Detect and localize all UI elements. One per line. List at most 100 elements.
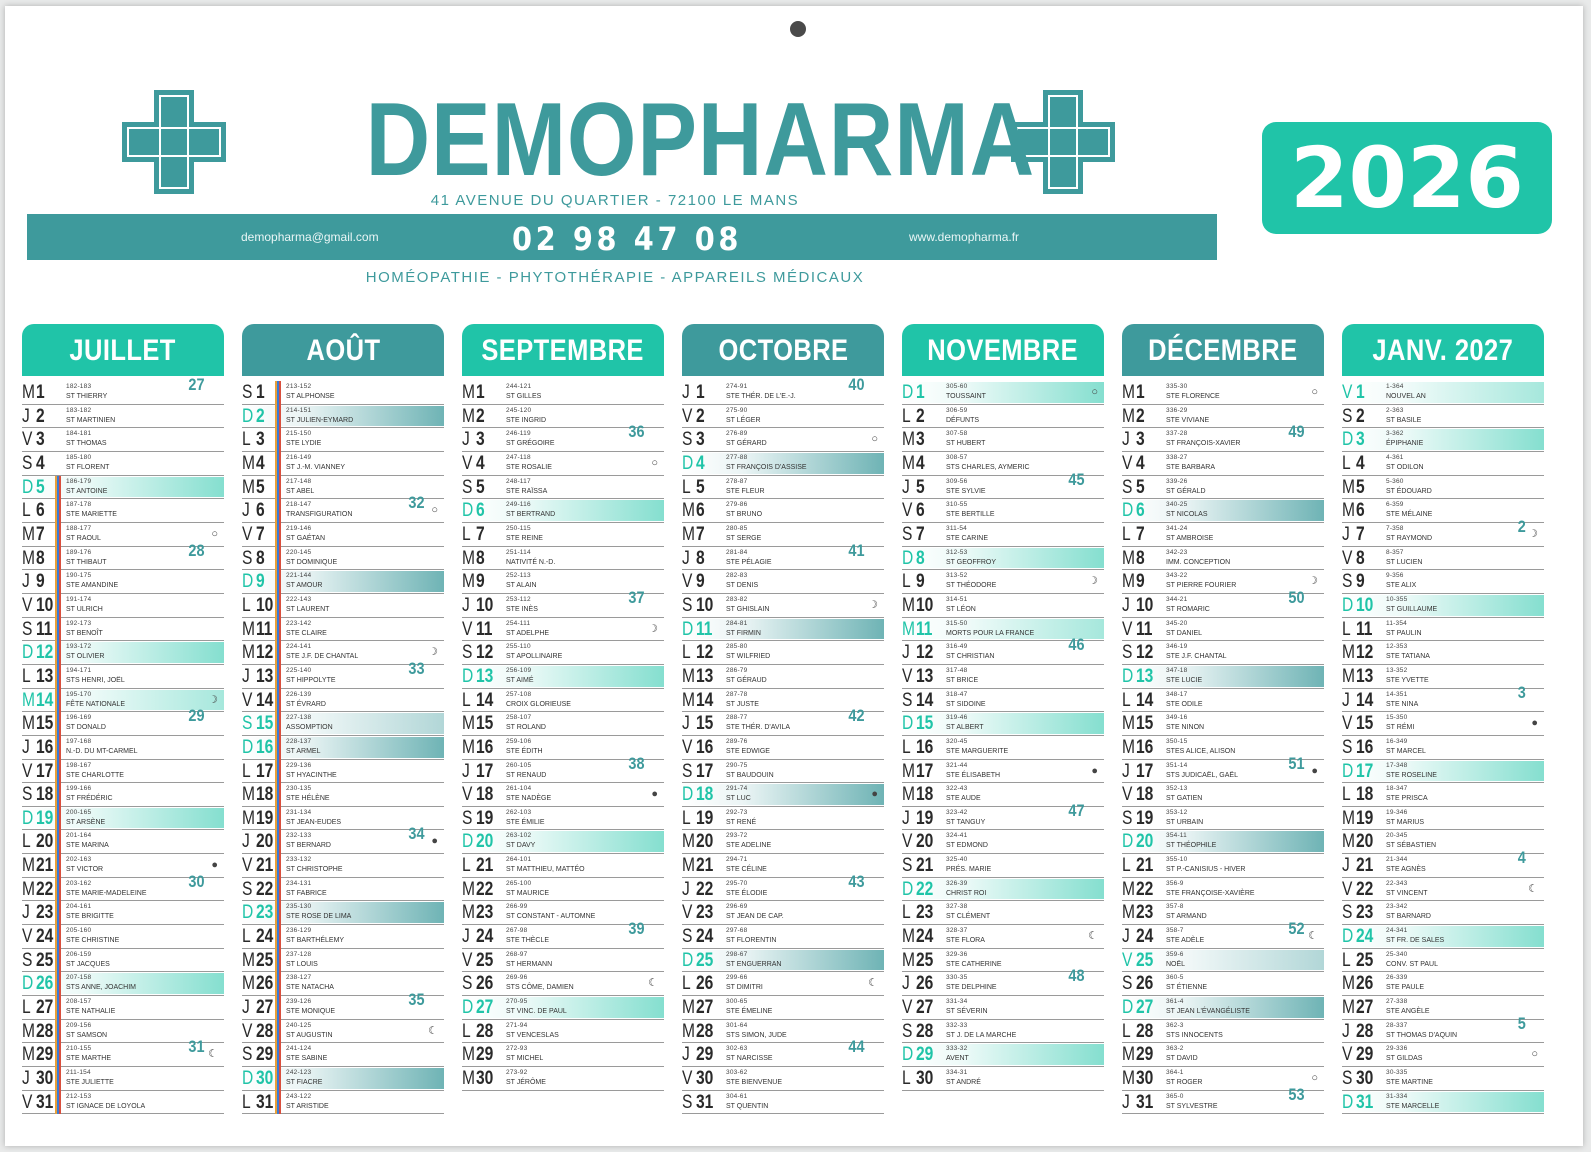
- day-row: L 14 348-17 STE ODILE: [1122, 689, 1324, 713]
- day-letter: D: [682, 618, 694, 640]
- day-number: 19: [476, 807, 494, 829]
- day-letter: M: [22, 382, 35, 403]
- day-letter: V: [1342, 382, 1353, 403]
- day-letter: V: [682, 902, 693, 924]
- saint-name: ST J. DE LA MARCHE: [946, 1031, 1017, 1039]
- day-row: M 19 19-346 ST MARIUS: [1342, 807, 1544, 831]
- day-letter: L: [22, 831, 31, 853]
- day-letter: D: [1342, 926, 1354, 948]
- day-count: 334-31: [946, 1069, 968, 1077]
- day-count: 233-132: [286, 856, 312, 864]
- day-count: 338-27: [1166, 453, 1188, 461]
- saint-name: ST LUCIEN: [1386, 558, 1423, 566]
- hanging-hole: [790, 21, 806, 37]
- day-count: 284-81: [726, 619, 748, 627]
- saint-name: ST ARMAND: [1166, 913, 1207, 921]
- week-number: 44: [848, 1037, 865, 1057]
- day-letter: M: [902, 760, 915, 782]
- day-number: 7: [256, 523, 265, 545]
- day-letter: V: [902, 831, 913, 853]
- day-count: 246-119: [506, 430, 531, 438]
- saint-name: ST GILLES: [506, 393, 542, 400]
- saint-name: STE AUDE: [946, 795, 981, 803]
- day-count: 230-135: [286, 785, 312, 793]
- day-number: 20: [36, 831, 54, 853]
- day-letter: M: [1342, 973, 1355, 995]
- day-letter: M: [242, 642, 255, 664]
- day-letter: L: [1342, 949, 1351, 971]
- day-letter: M: [242, 807, 255, 829]
- day-letter: M: [902, 594, 915, 616]
- moon-phase-icon: ☽: [1308, 575, 1318, 588]
- day-letter: V: [462, 949, 473, 971]
- day-number: 18: [476, 784, 494, 806]
- week-number: 42: [848, 706, 865, 726]
- saint-name: ST IGNACE DE LOYOLA: [66, 1102, 146, 1110]
- day-count: 249-116: [506, 501, 531, 509]
- day-count: 345-20: [1166, 619, 1188, 627]
- saint-name: STE ÉMILIE: [506, 818, 545, 826]
- day-row: J 6 218-147 TRANSFIGURATION 32 ○: [242, 493, 444, 523]
- day-count: 264-101: [506, 856, 532, 864]
- month-column: DÉCEMBRE M 1 335-30 STE FLORENCE ○ M 2 336-29 STE…: [1122, 324, 1324, 1115]
- day-letter: S: [1342, 902, 1353, 924]
- saint-name: STE NATHALIE: [66, 1008, 116, 1016]
- day-row: D 12 193-172 ST OLIVIER: [22, 641, 224, 665]
- day-letter: J: [1122, 429, 1130, 451]
- saint-name: STE ALIX: [1386, 582, 1417, 590]
- saint-name: AVENT: [946, 1055, 969, 1063]
- calendar-sheet: DEMOPHARMA 41 AVENUE DU QUARTIER - 72100…: [5, 6, 1583, 1146]
- day-letter: V: [462, 784, 473, 806]
- day-letter: M: [242, 973, 255, 995]
- day-letter: M: [1122, 878, 1135, 900]
- day-count: 361-4: [1166, 998, 1184, 1006]
- day-number: 27: [36, 997, 54, 1019]
- day-letter: J: [462, 926, 470, 948]
- saint-name: ST FRÉDÉRIC: [66, 795, 113, 803]
- day-number: 5: [476, 476, 485, 498]
- day-letter: L: [682, 807, 691, 829]
- day-letter: D: [902, 878, 914, 900]
- day-count: 353-12: [1166, 808, 1188, 816]
- weekend-highlight: [242, 902, 444, 924]
- day-letter: M: [682, 1020, 695, 1042]
- saint-name: ST HUBERT: [946, 440, 986, 448]
- day-row: J 3 337-28 ST FRANÇOIS-XAVIER 49: [1122, 422, 1324, 452]
- address: 41 AVENUE DU QUARTIER - 72100 LE MANS: [430, 192, 800, 209]
- day-number: 12: [916, 642, 934, 664]
- day-list: V 1 1-364 NOUVEL AN S 2 2-363 ST BASILE D 3 3-362 É…: [1342, 381, 1544, 1115]
- day-number: 10: [476, 594, 494, 616]
- day-count: 9-356: [1386, 572, 1404, 580]
- day-count: 201-164: [66, 832, 92, 840]
- weekend-highlight: [1342, 594, 1544, 616]
- day-number: 4: [1356, 452, 1365, 474]
- day-count: 329-36: [946, 950, 968, 958]
- day-row: M 8 189-176 ST THIBAUT 28: [22, 541, 224, 571]
- day-row: D 27 361-4 ST JEAN L'ÉVANGÉLISTE: [1122, 996, 1324, 1020]
- saint-name: ST JUSTE: [726, 700, 759, 708]
- saint-name: ST CLÉMENT: [946, 913, 991, 921]
- day-row: M 1 182-183 ST THIERRY 27: [22, 375, 224, 405]
- saint-name: ST HIPPOLYTE: [286, 676, 336, 684]
- day-number: 6: [696, 500, 705, 522]
- day-count: 205-160: [66, 927, 92, 935]
- day-count: 256-109: [506, 666, 532, 674]
- day-row: M 30 364-1 ST ROGER ○: [1122, 1067, 1324, 1091]
- month-header: NOVEMBRE: [902, 324, 1104, 376]
- day-row: M 29 272-93 ST MICHEL: [462, 1043, 664, 1068]
- day-count: 23-342: [1386, 903, 1408, 911]
- day-letter: J: [22, 571, 30, 593]
- saint-name: ST JEAN L'ÉVANGÉLISTE: [1166, 1008, 1250, 1016]
- day-row: S 26 269-96 STS CÔME, DAMIEN ☾: [462, 972, 664, 997]
- saint-name: ST BASILE: [1386, 416, 1422, 424]
- day-count: 199-166: [66, 785, 92, 793]
- day-row: D 13 347-18 STE LUCIE: [1122, 665, 1324, 689]
- day-number: 17: [916, 760, 934, 782]
- day-count: 244-121: [506, 383, 532, 390]
- saint-name: STE JULIETTE: [66, 1079, 114, 1087]
- saint-name: STE MARCELLE: [1386, 1102, 1440, 1110]
- week-number: 46: [1068, 635, 1085, 655]
- day-letter: M: [902, 452, 915, 474]
- day-count: 218-147: [286, 501, 312, 509]
- day-number: 3: [1356, 429, 1365, 451]
